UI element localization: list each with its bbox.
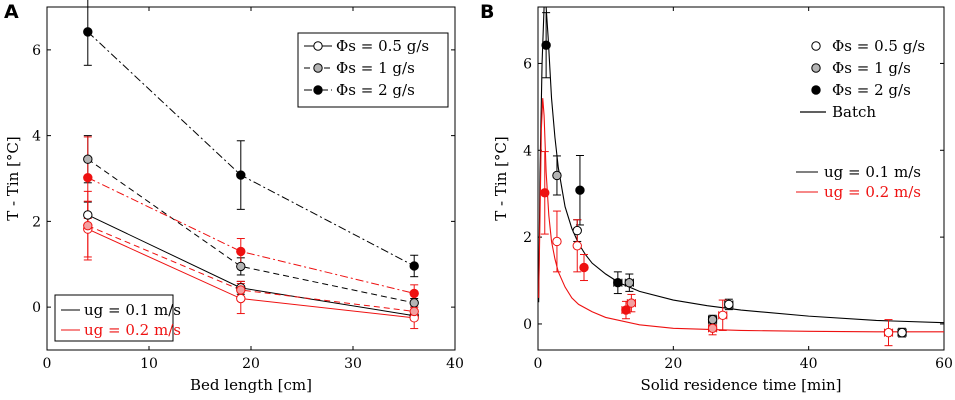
- data-point: [552, 236, 562, 247]
- data-point: [621, 305, 631, 315]
- x-tick-label: 60: [935, 356, 953, 372]
- y-tick-label: 4: [32, 129, 41, 145]
- legend-label: Φs = 0.5 g/s: [832, 37, 925, 55]
- data-point: [236, 170, 246, 180]
- x-tick-label: 0: [43, 356, 52, 372]
- legend-label: ug = 0.1 m/s: [84, 301, 181, 319]
- y-tick-label: 4: [523, 143, 532, 159]
- data-point: [409, 261, 419, 271]
- legend-label: Φs = 0.5 g/s: [336, 37, 429, 55]
- legend-marker: [811, 41, 821, 51]
- panel-b-letter: B: [480, 1, 494, 23]
- y-tick-label: 6: [32, 43, 41, 59]
- legend-marker: [811, 63, 821, 73]
- data-point: [236, 293, 246, 304]
- data-point: [897, 327, 907, 338]
- x-tick-label: 0: [534, 356, 543, 372]
- panel-a: A 0 10 20 30 40 0 2 4 6 Bed length [cm] T - Tin …: [4, 0, 464, 394]
- data-point: [236, 261, 246, 272]
- data-point: [718, 310, 728, 320]
- data-point: [540, 188, 550, 198]
- y-tick-label: 0: [32, 300, 41, 316]
- x-tick-label: 20: [664, 356, 682, 372]
- panel-b-frame: [537, 6, 945, 351]
- data-point: [409, 288, 419, 299]
- data-point: [83, 210, 93, 220]
- data-point: [613, 278, 623, 288]
- panel-b-xlabel: Solid residence time [min]: [640, 376, 841, 394]
- legend-box: [297, 32, 449, 108]
- data-point: [707, 314, 718, 325]
- legend-label: ug = 0.2 m/s: [84, 321, 181, 339]
- panel-a-ylabel: T - Tin [°C]: [4, 136, 22, 221]
- data-point: [83, 172, 93, 183]
- x-tick-label: 40: [800, 356, 818, 372]
- legend-marker: [811, 85, 821, 95]
- series-line: [87, 177, 415, 294]
- legend-marker: [313, 63, 323, 73]
- data-point: [883, 327, 894, 338]
- legend-marker: [313, 85, 323, 95]
- data-point: [552, 170, 562, 181]
- x-tick-label: 30: [344, 356, 362, 372]
- data-point: [541, 40, 551, 50]
- data-point: [409, 306, 419, 317]
- data-point: [572, 241, 582, 251]
- data-point: [707, 323, 718, 333]
- panel-a-letter: A: [4, 1, 19, 23]
- y-tick-label: 6: [523, 56, 532, 72]
- legend-label: Φs = 1 g/s: [832, 59, 911, 77]
- legend-label: Batch: [832, 103, 876, 121]
- y-tick-label: 2: [523, 230, 532, 246]
- data-point: [624, 278, 635, 288]
- legend-label: ug = 0.1 m/s: [824, 163, 921, 181]
- legend-marker: [313, 41, 323, 51]
- data-point: [83, 154, 93, 164]
- y-tick-label: 2: [32, 214, 41, 230]
- batch-curve: [538, 98, 944, 333]
- data-point: [626, 298, 637, 308]
- data-point: [236, 246, 246, 257]
- x-tick-label: 20: [242, 356, 260, 372]
- data-point: [236, 285, 246, 295]
- panel-b-ylabel: T - Tin [°C]: [492, 136, 510, 221]
- y-tick-label: 0: [523, 317, 532, 333]
- data-point: [724, 299, 734, 310]
- panel-a-xlabel: Bed length [cm]: [190, 376, 312, 394]
- x-tick-label: 40: [446, 356, 464, 372]
- data-point: [83, 27, 93, 37]
- legend-label: Φs = 2 g/s: [336, 81, 415, 99]
- legend-box: [54, 294, 174, 342]
- data-point: [83, 220, 93, 231]
- series-line: [87, 158, 415, 304]
- legend-label: ug = 0.2 m/s: [824, 183, 921, 201]
- panel-b: B 0 20 40 60 0 2 4 6 Solid residence time [min]…: [480, 1, 953, 394]
- data-point: [579, 262, 589, 273]
- x-tick-label: 10: [140, 356, 158, 372]
- data-point: [575, 185, 585, 195]
- data-point: [409, 298, 419, 308]
- data-point: [572, 225, 582, 236]
- legend-label: Φs = 2 g/s: [832, 81, 911, 99]
- legend-label: Φs = 1 g/s: [336, 59, 415, 77]
